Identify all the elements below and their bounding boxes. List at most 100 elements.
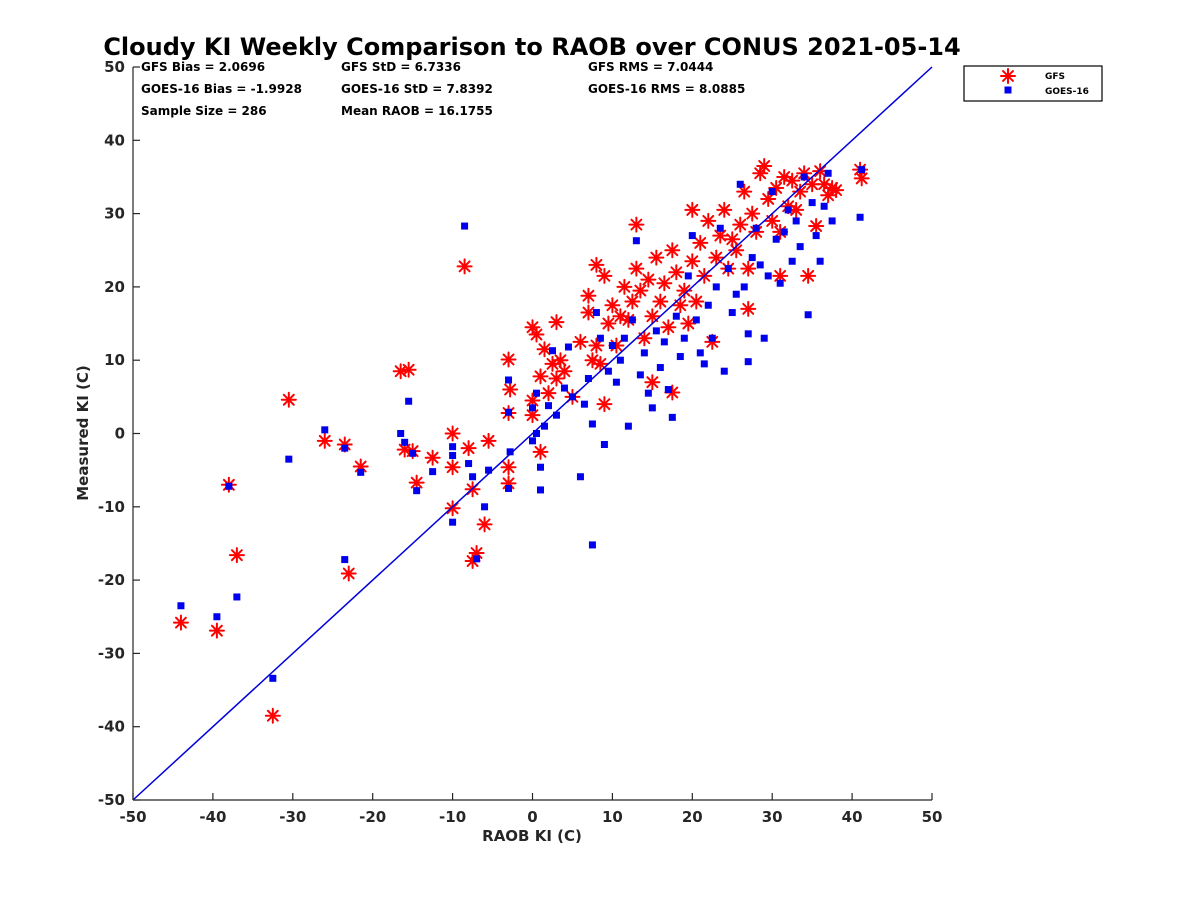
- y-tick-label: 10: [104, 351, 125, 369]
- data-point: [341, 444, 349, 452]
- data-point: [600, 440, 608, 448]
- data-point: [172, 614, 189, 631]
- data-point: [548, 314, 565, 331]
- data-point: [784, 172, 801, 189]
- data-point: [853, 170, 870, 187]
- data-point: [341, 556, 349, 564]
- data-point: [564, 343, 572, 351]
- data-point: [858, 166, 866, 174]
- data-point: [652, 327, 660, 335]
- data-point: [800, 173, 808, 181]
- x-tick-label: 10: [602, 808, 623, 826]
- data-point: [668, 413, 676, 421]
- data-point: [502, 381, 519, 398]
- data-point: [700, 212, 717, 229]
- data-point: [409, 449, 417, 457]
- data-point: [280, 391, 297, 408]
- data-point: [424, 449, 441, 466]
- data-point: [856, 213, 864, 221]
- data-point: [680, 334, 688, 342]
- x-tick-label: -30: [279, 808, 306, 826]
- data-point: [584, 375, 592, 383]
- legend-goes-label: GOES-16: [1045, 87, 1089, 97]
- data-point: [465, 460, 473, 468]
- x-tick-label: -10: [439, 808, 466, 826]
- data-point: [444, 425, 461, 442]
- data-point: [628, 260, 645, 277]
- data-point: [316, 432, 333, 449]
- stat-gfs-rms: GFS RMS = 7.0444: [588, 60, 713, 74]
- data-point: [764, 272, 772, 280]
- data-point: [708, 334, 716, 342]
- data-point: [580, 287, 597, 304]
- data-point: [269, 674, 277, 682]
- data-point: [588, 420, 596, 428]
- data-point: [397, 430, 405, 437]
- data-point: [828, 217, 836, 225]
- data-point: [808, 218, 825, 235]
- stat-mean-raob: Mean RAOB = 16.1755: [341, 104, 493, 118]
- data-point: [481, 503, 489, 511]
- data-point: [684, 253, 701, 270]
- x-tick-label: -20: [359, 808, 386, 826]
- data-point: [740, 283, 748, 291]
- data-point: [285, 455, 293, 463]
- data-point: [644, 308, 661, 325]
- y-tick-label: 40: [104, 131, 125, 149]
- data-point: [208, 622, 225, 639]
- y-tick-label: -10: [98, 498, 125, 516]
- data-point: [644, 374, 661, 391]
- data-point: [544, 402, 552, 410]
- data-point: [660, 319, 677, 336]
- x-ticks: -50 -40 -30 -20 -10 0 10 20 30 40 50: [119, 793, 942, 826]
- data-point: [233, 593, 241, 601]
- data-point: [696, 349, 704, 357]
- y-axis-label: Measured KI (C): [74, 365, 92, 501]
- data-point: [532, 389, 540, 397]
- x-tick-label: 0: [527, 808, 537, 826]
- data-point: [608, 342, 616, 350]
- data-point: [576, 473, 584, 481]
- data-point: [672, 312, 680, 320]
- data-point: [405, 397, 413, 405]
- data-point: [644, 389, 652, 397]
- y-tick-label: 20: [104, 278, 125, 296]
- data-point: [624, 293, 641, 310]
- data-point: [636, 330, 653, 347]
- data-point: [816, 257, 824, 265]
- data-point: [740, 300, 757, 317]
- y-tick-label: -40: [98, 718, 125, 736]
- data-point: [756, 261, 764, 269]
- data-point: [228, 547, 245, 564]
- data-point: [808, 199, 816, 207]
- points-layer: [172, 157, 870, 724]
- data-point: [264, 707, 281, 724]
- legend-box: [963, 65, 1103, 102]
- data-point: [449, 451, 457, 459]
- data-point: [604, 297, 621, 314]
- data-point: [780, 228, 788, 236]
- data-point: [788, 201, 805, 218]
- stat-goes-std: GOES-16 StD = 7.8392: [341, 82, 493, 96]
- data-point: [528, 326, 545, 343]
- data-point: [624, 422, 632, 430]
- stats-block: GFS Bias = 2.0696 GOES-16 Bias = -1.9928…: [141, 60, 745, 118]
- data-point: [680, 315, 697, 332]
- data-point: [524, 407, 541, 424]
- data-point: [648, 404, 656, 412]
- data-point: [676, 353, 684, 361]
- plot-area: -50 -40 -30 -20 -10 0 10 20 30 40 50 50 40 30 20 10 0 -1…: [98, 58, 943, 826]
- data-point: [636, 371, 644, 379]
- data-point: [529, 404, 536, 412]
- data-point: [672, 297, 689, 314]
- data-point: [716, 201, 733, 218]
- data-point: [532, 368, 549, 385]
- data-point: [664, 386, 672, 394]
- data-point: [716, 224, 724, 232]
- data-point: [828, 182, 845, 199]
- data-point: [824, 169, 832, 177]
- stat-sample-size: Sample Size = 286: [141, 104, 267, 118]
- data-point: [401, 438, 409, 446]
- data-point: [596, 396, 613, 413]
- data-point: [744, 358, 752, 366]
